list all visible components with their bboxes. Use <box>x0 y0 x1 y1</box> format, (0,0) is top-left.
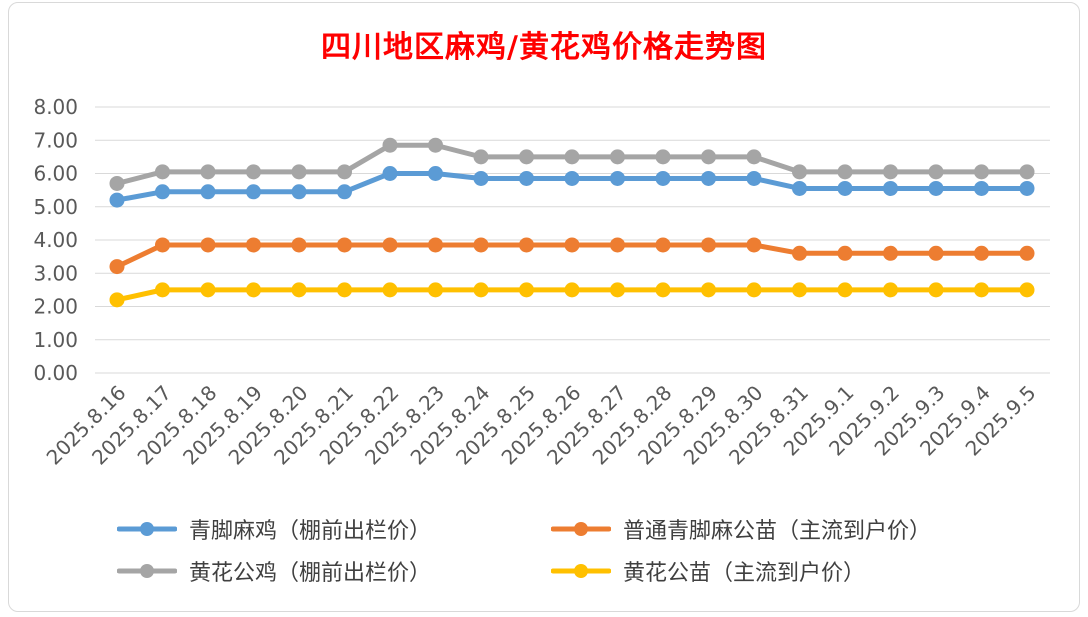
data-point-series-4 <box>155 282 170 298</box>
data-point-series-3 <box>883 164 898 180</box>
data-point-series-4 <box>837 282 853 298</box>
data-point-series-4 <box>655 282 671 298</box>
data-point-series-3 <box>291 164 307 180</box>
data-point-series-3 <box>837 164 853 180</box>
data-point-series-4 <box>109 292 125 308</box>
data-point-series-3 <box>337 164 352 180</box>
y-tick-label: 5.00 <box>33 195 78 219</box>
data-point-series-2 <box>1019 245 1035 261</box>
data-point-series-2 <box>928 245 944 261</box>
data-point-series-2 <box>701 237 716 253</box>
data-point-series-3 <box>792 164 807 180</box>
data-point-series-2 <box>883 245 898 261</box>
data-point-series-1 <box>1019 180 1035 196</box>
x-axis-ticks: 2025.8.162025.8.172025.8.182025.8.192025… <box>42 381 1041 470</box>
data-point-series-1 <box>837 180 853 196</box>
data-point-series-3 <box>610 149 625 165</box>
data-point-series-2 <box>473 237 489 253</box>
data-point-series-3 <box>200 164 216 180</box>
data-point-series-3 <box>655 149 671 165</box>
y-tick-label: 1.00 <box>33 328 78 352</box>
data-point-series-1 <box>473 170 489 186</box>
data-point-series-4 <box>1019 282 1035 298</box>
data-point-series-1 <box>974 180 989 196</box>
data-point-series-1 <box>610 170 625 186</box>
data-point-series-4 <box>200 282 216 298</box>
data-point-series-1 <box>928 180 944 196</box>
data-point-series-2 <box>200 237 216 253</box>
data-point-series-1 <box>382 166 398 181</box>
data-point-series-2 <box>519 237 534 253</box>
data-point-series-4 <box>610 282 625 298</box>
data-point-series-3 <box>109 175 125 191</box>
data-point-series-4 <box>246 282 261 298</box>
data-point-series-3 <box>382 137 398 153</box>
y-tick-label: 8.00 <box>33 95 78 119</box>
data-point-series-3 <box>1019 164 1035 180</box>
y-tick-label: 6.00 <box>33 162 78 186</box>
data-point-series-2 <box>792 245 807 261</box>
data-point-series-3 <box>246 164 261 180</box>
y-tick-label: 2.00 <box>33 295 78 319</box>
data-point-series-4 <box>928 282 944 298</box>
data-point-series-2 <box>246 237 261 253</box>
data-point-series-1 <box>200 184 216 200</box>
data-point-series-1 <box>792 180 807 196</box>
y-tick-label: 0.00 <box>33 361 78 385</box>
series-points <box>109 137 1035 308</box>
data-point-series-4 <box>883 282 898 298</box>
data-point-series-1 <box>291 184 307 200</box>
data-point-series-3 <box>519 149 534 165</box>
data-point-series-2 <box>155 237 170 253</box>
data-point-series-3 <box>155 164 170 180</box>
data-point-series-3 <box>473 149 489 165</box>
data-point-series-4 <box>473 282 489 298</box>
y-axis-ticks: 0.00 1.00 2.00 3.00 4.00 5.00 6.00 7.00 8.00 <box>33 95 78 385</box>
data-point-series-1 <box>746 170 762 186</box>
data-point-series-2 <box>974 245 989 261</box>
data-point-series-1 <box>428 166 443 181</box>
data-point-series-4 <box>746 282 762 298</box>
data-point-series-1 <box>337 184 352 200</box>
data-point-series-4 <box>564 282 580 298</box>
data-point-series-4 <box>382 282 398 298</box>
y-tick-label: 3.00 <box>33 261 78 285</box>
data-point-series-4 <box>974 282 989 298</box>
data-point-series-2 <box>109 259 125 275</box>
y-tick-label: 4.00 <box>33 228 78 252</box>
data-point-series-1 <box>564 170 580 186</box>
y-tick-label: 7.00 <box>33 128 78 152</box>
data-point-series-3 <box>701 149 716 165</box>
data-point-series-4 <box>701 282 716 298</box>
data-point-series-4 <box>519 282 534 298</box>
data-point-series-4 <box>428 282 443 298</box>
data-point-series-4 <box>337 282 352 298</box>
data-point-series-4 <box>291 282 307 298</box>
data-point-series-3 <box>974 164 989 180</box>
data-point-series-3 <box>428 137 443 153</box>
chart-title: 四川地区麻鸡/黄花鸡价格走势图 <box>321 30 767 65</box>
data-point-series-2 <box>337 237 352 253</box>
data-point-series-1 <box>109 192 125 208</box>
data-point-series-2 <box>291 237 307 253</box>
data-point-series-2 <box>746 237 762 253</box>
data-point-series-4 <box>792 282 807 298</box>
data-point-series-2 <box>655 237 671 253</box>
data-point-series-1 <box>701 170 716 186</box>
data-point-series-3 <box>564 149 580 165</box>
data-point-series-2 <box>428 237 443 253</box>
data-point-series-1 <box>655 170 671 186</box>
data-point-series-2 <box>610 237 625 253</box>
data-point-series-2 <box>837 245 853 261</box>
data-point-series-3 <box>928 164 944 180</box>
data-point-series-2 <box>382 237 398 253</box>
data-point-series-1 <box>883 180 898 196</box>
data-point-series-1 <box>246 184 261 200</box>
data-point-series-2 <box>564 237 580 253</box>
data-point-series-3 <box>746 149 762 165</box>
data-point-series-1 <box>155 184 170 200</box>
data-point-series-1 <box>519 170 534 186</box>
